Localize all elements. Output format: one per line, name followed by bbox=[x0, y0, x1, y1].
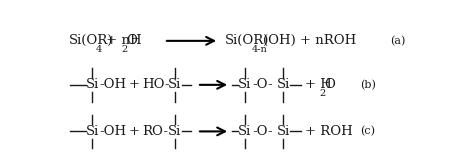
Text: Si: Si bbox=[238, 78, 251, 91]
Text: (a): (a) bbox=[390, 36, 405, 46]
Text: Si: Si bbox=[238, 125, 251, 138]
Text: +: + bbox=[129, 78, 140, 91]
Text: 2: 2 bbox=[319, 89, 326, 98]
Text: 4-n: 4-n bbox=[251, 45, 267, 54]
Text: HO-: HO- bbox=[142, 78, 170, 91]
Text: +: + bbox=[129, 125, 140, 138]
Text: -OH: -OH bbox=[100, 78, 127, 91]
Text: Si: Si bbox=[86, 78, 99, 91]
Text: Si: Si bbox=[168, 125, 182, 138]
Text: -O-: -O- bbox=[252, 78, 273, 91]
Text: -O-: -O- bbox=[252, 125, 273, 138]
Text: 4: 4 bbox=[95, 45, 101, 54]
Text: 2: 2 bbox=[121, 45, 127, 54]
Text: (c): (c) bbox=[360, 126, 375, 137]
Text: Si: Si bbox=[86, 125, 99, 138]
Text: + nH: + nH bbox=[102, 34, 141, 47]
Text: (OH) + nROH: (OH) + nROH bbox=[263, 34, 356, 47]
Text: O: O bbox=[325, 78, 335, 91]
Text: + H: + H bbox=[305, 78, 331, 91]
Text: Si: Si bbox=[168, 78, 182, 91]
Text: O: O bbox=[126, 34, 137, 47]
Text: -OH: -OH bbox=[100, 125, 127, 138]
Text: Si: Si bbox=[277, 78, 290, 91]
Text: Si(OR): Si(OR) bbox=[225, 34, 269, 47]
Text: Si: Si bbox=[277, 125, 290, 138]
Text: RO-: RO- bbox=[142, 125, 168, 138]
Text: + ROH: + ROH bbox=[305, 125, 352, 138]
Text: (b): (b) bbox=[360, 80, 376, 90]
Text: Si(OR): Si(OR) bbox=[68, 34, 113, 47]
